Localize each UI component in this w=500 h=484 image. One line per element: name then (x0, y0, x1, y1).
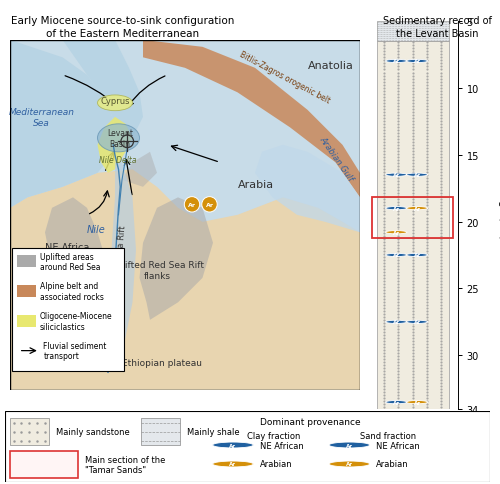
Polygon shape (98, 118, 132, 173)
Text: Mainly sandstone: Mainly sandstone (56, 427, 130, 436)
Circle shape (386, 320, 407, 324)
Text: Ethiopian plateau: Ethiopian plateau (122, 359, 202, 367)
Text: Arabian: Arabian (260, 459, 292, 469)
Text: NE African: NE African (376, 440, 420, 450)
Text: Mediterranean
Sea: Mediterranean Sea (8, 108, 74, 127)
Bar (376, 42, 448, 198)
Circle shape (386, 401, 407, 404)
Ellipse shape (98, 124, 140, 152)
Text: Sand fraction: Sand fraction (360, 431, 416, 440)
Bar (17, 285, 36, 298)
Text: Bitlis-Zagros orogenic belt: Bitlis-Zagros orogenic belt (238, 50, 331, 106)
Text: Ar: Ar (414, 206, 420, 211)
Text: Anatolia: Anatolia (308, 60, 354, 71)
Text: Levant
Basin: Levant Basin (107, 129, 133, 148)
Text: Main section of the
"Tamar Sands": Main section of the "Tamar Sands" (85, 455, 166, 474)
Text: Ar: Ar (206, 202, 214, 208)
Text: Cyprus: Cyprus (100, 97, 130, 106)
Polygon shape (143, 41, 360, 198)
Text: Ar: Ar (393, 253, 400, 258)
Circle shape (184, 197, 200, 212)
Circle shape (386, 231, 407, 234)
Text: Arabian: Arabian (376, 459, 408, 469)
Text: Uplifted Red Sea Rift
flanks: Uplifted Red Sea Rift flanks (110, 261, 204, 280)
Circle shape (212, 442, 254, 448)
Text: Ar: Ar (393, 320, 400, 325)
Bar (376, 238, 448, 409)
Polygon shape (108, 163, 136, 355)
Bar (141, 418, 180, 445)
Circle shape (34, 250, 49, 265)
Y-axis label: Age (Ma): Age (Ma) (498, 192, 500, 239)
Polygon shape (10, 41, 115, 209)
Bar (10, 418, 48, 445)
Polygon shape (255, 146, 360, 233)
Text: Ar: Ar (393, 206, 400, 211)
Text: Ar: Ar (54, 255, 62, 260)
Text: Nile: Nile (87, 225, 106, 235)
Text: Alpine belt and
associated rocks: Alpine belt and associated rocks (40, 282, 104, 301)
Text: Early Miocene source-to-sink configuration
of the Eastern Mediterranean: Early Miocene source-to-sink configurati… (11, 15, 234, 39)
Ellipse shape (98, 96, 132, 111)
Text: Clay fraction: Clay fraction (248, 431, 301, 440)
Circle shape (202, 197, 217, 212)
Text: Ar: Ar (188, 202, 196, 208)
Text: NE African: NE African (260, 440, 304, 450)
Text: Ar: Ar (414, 253, 420, 258)
Text: Ar: Ar (393, 400, 400, 405)
Text: Arabian Gulf: Arabian Gulf (318, 135, 356, 182)
Text: Fluvial sediment
transport: Fluvial sediment transport (44, 341, 106, 361)
Text: Uplifted areas
around Red Sea: Uplifted areas around Red Sea (40, 252, 100, 272)
Circle shape (386, 254, 407, 257)
Text: Nile Delta: Nile Delta (99, 156, 137, 165)
Circle shape (406, 320, 428, 324)
Polygon shape (140, 198, 213, 320)
Text: Mainly shale: Mainly shale (187, 427, 240, 436)
Text: Oligocene-Miocene
siliciclastics: Oligocene-Miocene siliciclastics (40, 312, 113, 331)
Circle shape (50, 250, 66, 265)
Bar (372, 198, 453, 238)
Text: Dominant provenance: Dominant provenance (260, 417, 361, 426)
Circle shape (406, 254, 428, 257)
Text: Ar: Ar (393, 60, 400, 64)
Text: Ar: Ar (414, 320, 420, 325)
Circle shape (386, 174, 407, 177)
Circle shape (329, 461, 370, 467)
Text: Ar: Ar (414, 173, 420, 178)
Bar (376, 22, 448, 42)
Text: Sedimentary record of
the Levant Basin: Sedimentary record of the Levant Basin (383, 15, 492, 39)
Text: Ar: Ar (414, 400, 420, 405)
Text: Ar: Ar (346, 442, 353, 448)
Circle shape (406, 174, 428, 177)
Bar (12, 249, 124, 371)
Text: Arabia: Arabia (238, 180, 274, 189)
Circle shape (386, 207, 407, 211)
Text: Ar: Ar (414, 60, 420, 64)
Bar (376, 198, 448, 238)
Text: Ar: Ar (230, 442, 236, 448)
Polygon shape (62, 41, 143, 152)
Polygon shape (10, 170, 360, 390)
Bar (17, 315, 36, 327)
Circle shape (406, 401, 428, 404)
Text: Ar: Ar (346, 462, 353, 467)
Polygon shape (122, 152, 157, 187)
Circle shape (386, 60, 407, 63)
Circle shape (406, 60, 428, 63)
Polygon shape (45, 198, 108, 302)
Bar (10, 452, 78, 478)
Circle shape (406, 207, 428, 211)
Text: Red Sea Rift: Red Sea Rift (114, 225, 127, 276)
Circle shape (212, 461, 254, 467)
Text: Ar: Ar (38, 255, 46, 260)
Text: Ar: Ar (393, 173, 400, 178)
Text: Ar: Ar (393, 230, 400, 235)
Circle shape (329, 442, 370, 448)
Text: Ar: Ar (230, 462, 236, 467)
Text: NE Africa: NE Africa (45, 242, 90, 252)
Bar (17, 256, 36, 268)
